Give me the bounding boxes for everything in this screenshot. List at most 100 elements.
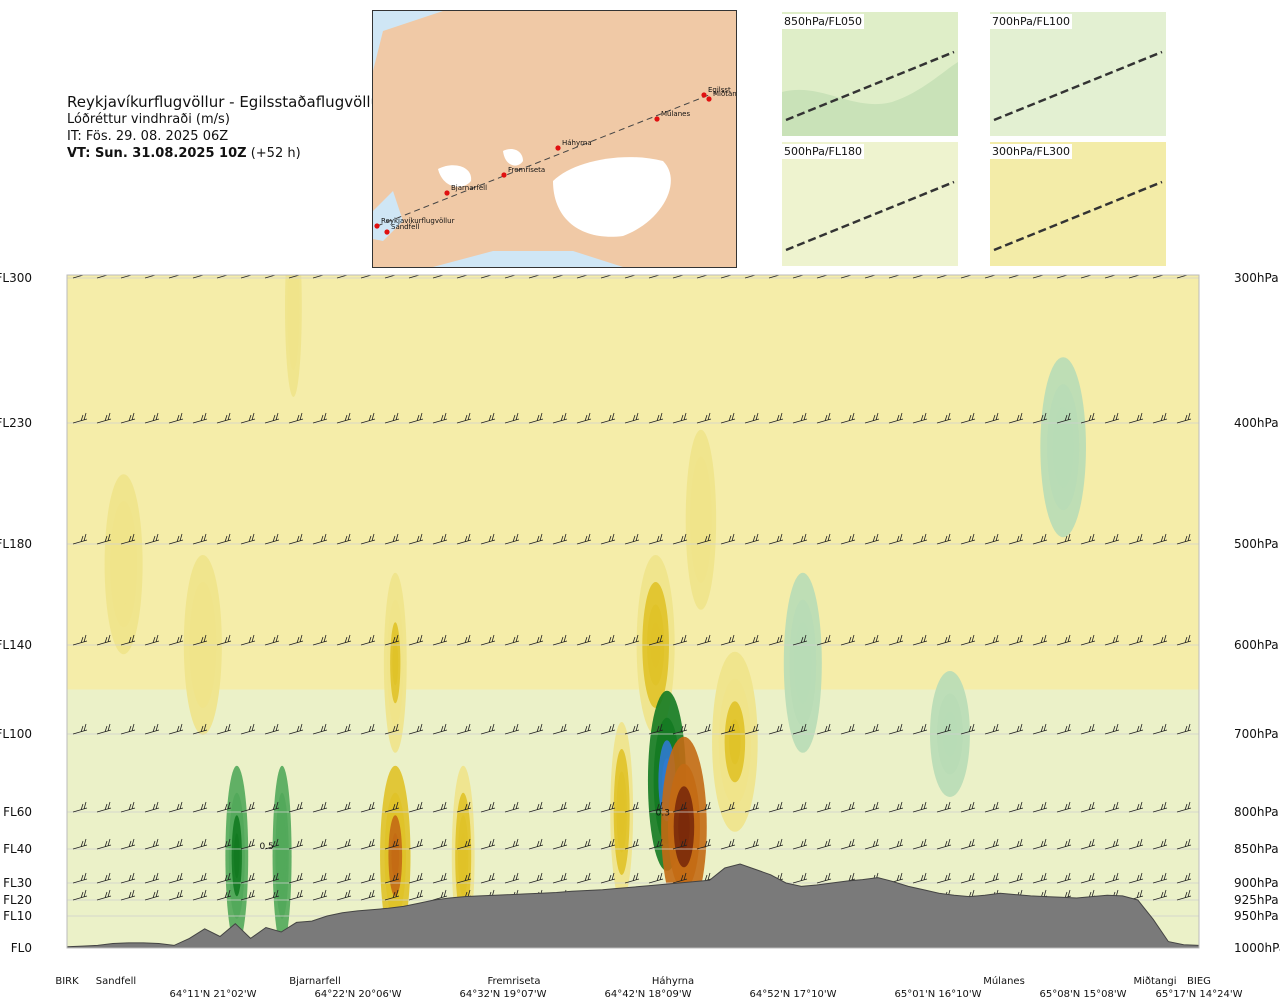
- land-shape: [373, 11, 736, 267]
- wind-barb: [432, 889, 448, 901]
- wind-barb: [120, 801, 136, 813]
- wind-barb: [624, 634, 640, 646]
- wind-barb: [1008, 723, 1024, 735]
- velocity-cell: [685, 429, 717, 610]
- wind-barb: [1128, 872, 1144, 884]
- wind-barb: [840, 275, 853, 279]
- terrain-profile: [67, 863, 1199, 948]
- wind-barb: [960, 801, 976, 813]
- wind-barb: [1032, 838, 1048, 850]
- wind-barb: [72, 412, 88, 424]
- wind-barb: [792, 801, 808, 813]
- wind-barb: [264, 533, 280, 545]
- wind-barb: [240, 634, 256, 646]
- wind-barb: [624, 533, 640, 545]
- wind-barb: [744, 889, 760, 901]
- thumb-route: [993, 50, 1163, 122]
- wind-barb: [240, 533, 256, 545]
- coordinate-label: 64°11'N 21°02'W: [170, 989, 257, 1000]
- glacier-shape-3: [438, 165, 472, 187]
- wind-barb: [1104, 634, 1120, 646]
- wind-barb: [144, 889, 160, 901]
- map-point: [654, 116, 660, 122]
- wind-barb: [528, 889, 544, 901]
- wind-barb: [96, 723, 112, 735]
- wind-barb: [240, 723, 256, 735]
- velocity-cell: [642, 582, 669, 708]
- wind-barb: [840, 801, 856, 813]
- wind-barb: [744, 412, 760, 424]
- wind-barb: [120, 889, 136, 901]
- wind-barb: [696, 533, 712, 545]
- velocity-cell: [194, 604, 212, 686]
- wind-barb: [792, 533, 808, 545]
- wind-barb: [72, 634, 88, 646]
- waypoint-label: Bjarnarfell: [289, 976, 341, 987]
- wind-barb: [240, 801, 256, 813]
- wind-barb: [288, 889, 304, 901]
- wind-barb: [1104, 801, 1120, 813]
- wind-barb: [984, 889, 1000, 901]
- wind-barb: [600, 412, 616, 424]
- wind-barb: [600, 872, 616, 884]
- wind-barb: [1128, 889, 1144, 901]
- bay-shape: [373, 191, 403, 241]
- wind-barb: [504, 889, 520, 901]
- wind-barb: [288, 275, 301, 279]
- wind-barb: [192, 872, 208, 884]
- wind-barb: [1056, 872, 1072, 884]
- wind-barb: [96, 801, 112, 813]
- velocity-cell: [391, 833, 400, 879]
- wind-barb: [456, 838, 472, 850]
- wind-barb: [864, 533, 880, 545]
- thumbnail-svg: [782, 142, 958, 266]
- waypoint-label: Múlanes: [983, 975, 1025, 987]
- wind-barb: [888, 412, 904, 424]
- wind-barb: [768, 889, 784, 901]
- map-point: [701, 92, 707, 98]
- velocity-cell: [455, 792, 472, 919]
- wind-barb: [456, 889, 472, 901]
- velocity-cell: [610, 722, 634, 902]
- velocity-cell: [383, 572, 407, 753]
- wind-barb: [72, 872, 88, 884]
- map-point: [555, 145, 561, 151]
- wind-barb: [240, 412, 256, 424]
- velocity-cell: [225, 765, 249, 946]
- wind-barb: [912, 723, 928, 735]
- wind-barb: [816, 412, 832, 424]
- map-point-label: Sandfell: [391, 223, 419, 231]
- wind-barb: [312, 838, 328, 850]
- glacier-shape: [553, 157, 671, 237]
- wind-barb: [960, 889, 976, 901]
- wind-barb: [576, 275, 589, 279]
- wind-barb: [696, 801, 712, 813]
- wind-barb: [1032, 275, 1045, 279]
- velocity-cell: [694, 479, 708, 561]
- wind-barb: [1152, 723, 1168, 735]
- wind-barb: [864, 634, 880, 646]
- velocity-cell: [110, 501, 137, 628]
- wind-barb: [384, 872, 400, 884]
- velocity-cell: [650, 622, 661, 668]
- wind-barb: [264, 801, 280, 813]
- wind-barb: [408, 889, 424, 901]
- wind-barb: [840, 872, 856, 884]
- wind-barb: [480, 838, 496, 850]
- flight-level-label: FL100: [0, 727, 32, 741]
- velocity-cell: [275, 792, 289, 919]
- wind-barb: [1032, 533, 1048, 545]
- velocity-cell: [460, 833, 467, 879]
- wind-barb: [144, 723, 160, 735]
- wind-barb: [408, 723, 424, 735]
- wind-barb: [192, 723, 208, 735]
- flight-level-label: FL40: [3, 842, 32, 856]
- velocity-cell: [291, 284, 296, 330]
- wind-barb: [960, 634, 976, 646]
- wind-barb: [168, 801, 184, 813]
- map-point-label: Miðtangi: [713, 90, 736, 98]
- thumbnail-850hpa: 850hPa/FL050: [782, 12, 958, 136]
- flight-level-label: FL300: [0, 271, 32, 285]
- wind-barb: [1080, 838, 1096, 850]
- wind-barb: [480, 723, 496, 735]
